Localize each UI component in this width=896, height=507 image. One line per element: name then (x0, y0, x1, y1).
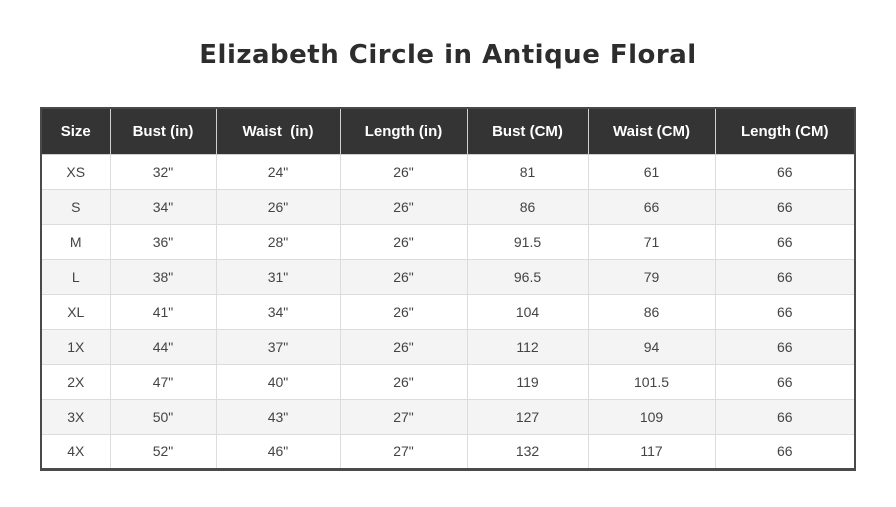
table-row: 1X 44" 37" 26" 112 94 66 (40, 328, 856, 365)
measurement-cell: 32" (109, 153, 217, 190)
measurement-cell: 66 (714, 258, 856, 295)
measurement-cell: 66 (714, 223, 856, 260)
measurement-cell: 26" (339, 363, 468, 400)
table-row: XL 41" 34" 26" 104 86 66 (40, 293, 856, 330)
measurement-cell: 119 (466, 363, 589, 400)
measurement-cell: 66 (714, 153, 856, 190)
header-cell: Waist (in) (215, 107, 341, 155)
size-cell: XL (40, 293, 111, 330)
table-row: 2X 47" 40" 26" 119 101.5 66 (40, 363, 856, 400)
measurement-cell: 66 (714, 328, 856, 365)
measurement-cell: 24" (215, 153, 341, 190)
measurement-cell: 50" (109, 398, 217, 435)
table-row: XS 32" 24" 26" 81 61 66 (40, 153, 856, 190)
size-cell: XS (40, 153, 111, 190)
measurement-cell: 34" (109, 188, 217, 225)
size-cell: L (40, 258, 111, 295)
table-header: Size Bust (in) Waist (in) Length (in) Bust (… (40, 107, 856, 155)
measurement-cell: 34" (215, 293, 341, 330)
measurement-cell: 86 (587, 293, 716, 330)
table-row: 4X 52" 46" 27" 132 117 66 (40, 433, 856, 470)
size-cell: 3X (40, 398, 111, 435)
header-cell: Length (in) (339, 107, 468, 155)
size-chart-table-container: Size Bust (in) Waist (in) Length (in) Bust (… (40, 107, 856, 471)
table-row: M 36" 28" 26" 91.5 71 66 (40, 223, 856, 260)
measurement-cell: 127 (466, 398, 589, 435)
measurement-cell: 81 (466, 153, 589, 190)
table-row: L 38" 31" 26" 96.5 79 66 (40, 258, 856, 295)
header-cell: Bust (in) (109, 107, 217, 155)
size-cell: S (40, 188, 111, 225)
measurement-cell: 96.5 (466, 258, 589, 295)
measurement-cell: 26" (339, 223, 468, 260)
measurement-cell: 31" (215, 258, 341, 295)
measurement-cell: 101.5 (587, 363, 716, 400)
measurement-cell: 91.5 (466, 223, 589, 260)
measurement-cell: 66 (714, 188, 856, 225)
header-cell: Size (40, 107, 111, 155)
measurement-cell: 26" (339, 153, 468, 190)
size-cell: 4X (40, 433, 111, 470)
header-cell: Waist (CM) (587, 107, 716, 155)
measurement-cell: 43" (215, 398, 341, 435)
measurement-cell: 66 (714, 398, 856, 435)
measurement-cell: 27" (339, 398, 468, 435)
measurement-cell: 117 (587, 433, 716, 470)
measurement-cell: 36" (109, 223, 217, 260)
measurement-cell: 26" (339, 188, 468, 225)
measurement-cell: 26" (339, 293, 468, 330)
measurement-cell: 109 (587, 398, 716, 435)
measurement-cell: 94 (587, 328, 716, 365)
measurement-cell: 26" (339, 328, 468, 365)
measurement-cell: 132 (466, 433, 589, 470)
measurement-cell: 66 (587, 188, 716, 225)
header-cell: Length (CM) (714, 107, 856, 155)
measurement-cell: 104 (466, 293, 589, 330)
measurement-cell: 61 (587, 153, 716, 190)
measurement-cell: 86 (466, 188, 589, 225)
page-title: Elizabeth Circle in Antique Floral (199, 40, 697, 70)
measurement-cell: 46" (215, 433, 341, 470)
measurement-cell: 66 (714, 293, 856, 330)
measurement-cell: 26" (215, 188, 341, 225)
measurement-cell: 38" (109, 258, 217, 295)
measurement-cell: 52" (109, 433, 217, 470)
table-body: XS 32" 24" 26" 81 61 66 S 34" 26" 26" 86 66 66 M 36" 28"… (40, 153, 856, 470)
measurement-cell: 37" (215, 328, 341, 365)
measurement-cell: 47" (109, 363, 217, 400)
measurement-cell: 79 (587, 258, 716, 295)
measurement-cell: 27" (339, 433, 468, 470)
size-cell: M (40, 223, 111, 260)
measurement-cell: 26" (339, 258, 468, 295)
table-row: 3X 50" 43" 27" 127 109 66 (40, 398, 856, 435)
size-cell: 1X (40, 328, 111, 365)
measurement-cell: 44" (109, 328, 217, 365)
measurement-cell: 71 (587, 223, 716, 260)
measurement-cell: 40" (215, 363, 341, 400)
size-chart-table: Size Bust (in) Waist (in) Length (in) Bust (… (40, 107, 856, 471)
size-cell: 2X (40, 363, 111, 400)
measurement-cell: 66 (714, 363, 856, 400)
measurement-cell: 41" (109, 293, 217, 330)
header-row: Size Bust (in) Waist (in) Length (in) Bust (… (40, 107, 856, 155)
measurement-cell: 66 (714, 433, 856, 470)
table-row: S 34" 26" 26" 86 66 66 (40, 188, 856, 225)
measurement-cell: 112 (466, 328, 589, 365)
header-cell: Bust (CM) (466, 107, 589, 155)
measurement-cell: 28" (215, 223, 341, 260)
